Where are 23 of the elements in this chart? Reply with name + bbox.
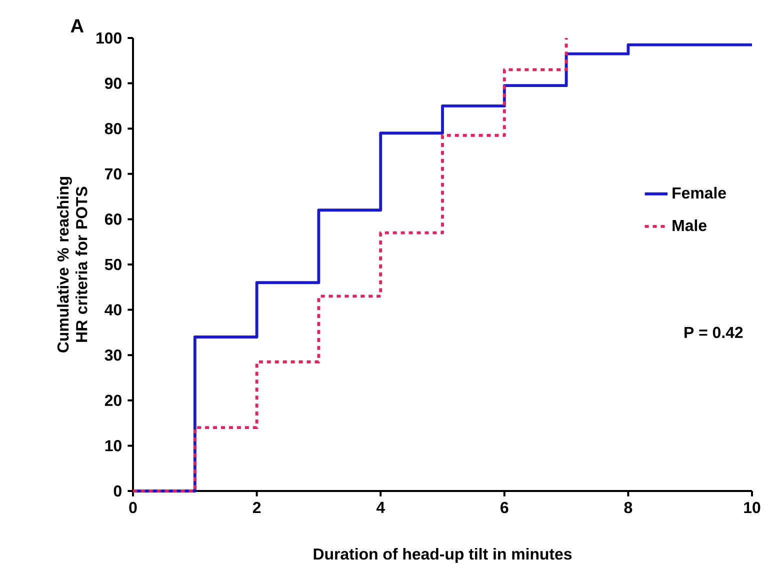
text: A	[70, 19, 84, 32]
legend-label: Female	[672, 186, 726, 199]
y-tick-label: 50	[104, 258, 122, 270]
x-tick-label: 4	[376, 502, 385, 513]
y-tick-label: 60	[104, 214, 122, 225]
annotation: P = 0.42	[684, 326, 743, 338]
x-tick-label: 8	[624, 502, 632, 514]
legend-label: Male	[672, 219, 706, 232]
y-tick-label: 10	[105, 440, 122, 452]
x-tick-label: 0	[129, 502, 137, 514]
y-tick-label: 90	[104, 78, 122, 89]
x-tick-label: 2	[252, 502, 261, 514]
x-axis-title: Duration of head-up tilt in minutes	[314, 548, 572, 563]
y-axis-title: Cumulative % reaching HR criteria for POTS	[56, 177, 88, 352]
y-tick-label: 80	[104, 122, 122, 134]
x-tick-label: 6	[500, 502, 508, 514]
y-tick-label: 40	[104, 304, 122, 316]
y-tick-label: 70	[105, 168, 122, 180]
y-tick-label: 30	[104, 349, 122, 361]
y-tick-label: 100	[96, 32, 122, 44]
y-tick-label: 20	[104, 394, 122, 406]
y-tick-label: 0	[114, 485, 122, 497]
x-tick-label: 10	[744, 502, 760, 514]
